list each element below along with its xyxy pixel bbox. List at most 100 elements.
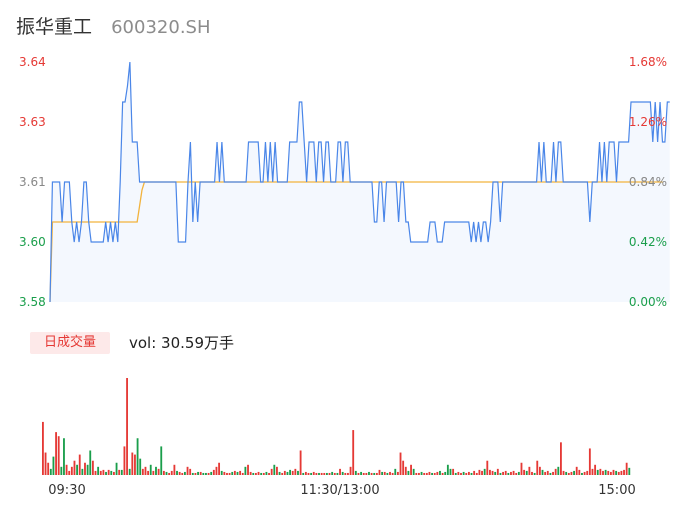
volume-bar	[115, 462, 118, 475]
volume-bar	[596, 469, 599, 475]
volume-bar	[155, 466, 157, 475]
volume-bar	[76, 464, 79, 475]
volume-period-tag[interactable]: 日成交量	[30, 332, 110, 354]
volume-bar	[575, 466, 578, 475]
volume-bar	[533, 472, 536, 475]
price-tick-label: 3.61	[19, 175, 46, 189]
volume-bar	[118, 469, 121, 475]
volume-bar	[176, 470, 178, 475]
price-tick-label: 3.58	[19, 295, 46, 309]
volume-bar	[78, 454, 81, 475]
volume-bar	[620, 470, 623, 475]
volume-bar	[375, 472, 378, 475]
volume-bar	[457, 471, 460, 475]
volume-bar	[531, 471, 533, 475]
volume-bar	[538, 466, 541, 475]
volume-bar	[49, 468, 52, 475]
volume-bar	[52, 456, 55, 475]
volume-bar	[325, 472, 328, 475]
volume-bar	[452, 468, 455, 475]
volume-bar	[609, 471, 612, 475]
volume-bar	[44, 452, 47, 475]
volume-bar	[428, 471, 431, 475]
volume-bar	[178, 471, 181, 475]
volume-bar	[94, 470, 97, 475]
volume-bar	[220, 470, 223, 475]
volume-bar	[162, 470, 165, 475]
volume-bar	[55, 432, 57, 475]
volume-bar	[89, 450, 92, 475]
volume-bar	[73, 460, 76, 475]
volume-bar	[247, 464, 249, 475]
volume-bar	[623, 469, 625, 475]
volume-bar	[262, 472, 265, 475]
volume-bar	[260, 472, 263, 475]
volume-bar	[378, 469, 381, 475]
volume-bar	[365, 472, 368, 475]
volume-bar	[573, 470, 575, 475]
volume-bar	[567, 472, 570, 475]
price-tick-label: 3.64	[19, 55, 46, 69]
volume-bar	[512, 470, 515, 475]
volume-bar	[570, 471, 573, 475]
volume-bar	[202, 472, 205, 475]
volume-bar	[588, 448, 591, 475]
volume-bar	[399, 452, 402, 475]
volume-bar	[415, 472, 418, 475]
volume-bar	[544, 471, 547, 475]
volume-bar	[423, 472, 426, 475]
volume-bar	[131, 452, 134, 475]
volume-bar	[344, 472, 347, 475]
volume-bar	[454, 472, 457, 475]
volume-bar	[444, 471, 447, 475]
volume-bar	[57, 436, 60, 475]
volume-bar	[233, 470, 236, 475]
time-tick-label: 09:30	[48, 483, 85, 498]
volume-bar	[183, 471, 186, 475]
volume-bar	[110, 470, 113, 475]
volume-bar	[420, 471, 423, 475]
volume-bar	[373, 472, 376, 475]
volume-bar	[481, 470, 483, 475]
volume-bar	[583, 471, 586, 475]
volume-bar	[191, 472, 194, 475]
volume-bar	[491, 470, 494, 475]
volume-bar	[460, 472, 462, 475]
volume-bar	[228, 472, 231, 475]
volume-readout: vol: 30.59万手	[129, 334, 234, 352]
volume-bar	[517, 471, 520, 475]
volume-bar	[446, 464, 449, 475]
volume-bar	[554, 468, 557, 475]
volume-bar	[126, 378, 128, 475]
percent-tick-label: 0.00%	[629, 295, 667, 309]
volume-bar	[354, 470, 357, 475]
volume-bar	[210, 471, 213, 475]
volume-bar	[144, 466, 147, 475]
volume-bar	[607, 470, 610, 475]
volume-bar	[244, 466, 247, 475]
volume-bar	[515, 472, 518, 475]
percent-tick-label: 0.84%	[629, 175, 667, 189]
volume-bar	[578, 469, 581, 475]
volume-bar	[278, 471, 281, 475]
volume-bar	[139, 458, 142, 475]
volume-bar	[433, 472, 436, 475]
volume-bar	[520, 462, 523, 475]
volume-bar	[81, 468, 84, 475]
volume-bar	[483, 468, 486, 475]
volume-bar	[299, 450, 302, 475]
volume-bar	[525, 470, 528, 475]
volume-bar	[347, 472, 349, 475]
volume-bar	[323, 472, 326, 475]
volume-bar	[302, 472, 305, 475]
price-tick-label: 3.60	[19, 235, 46, 249]
volume-bar	[102, 469, 105, 475]
time-tick-label: 11:30/13:00	[300, 483, 379, 498]
volume-bar	[173, 464, 176, 475]
volume-bar	[181, 472, 184, 475]
volume-bar	[205, 472, 207, 475]
volume-bar	[318, 472, 320, 475]
volume-bar	[86, 464, 89, 475]
volume-bar	[565, 471, 568, 475]
volume-bar	[349, 466, 352, 475]
